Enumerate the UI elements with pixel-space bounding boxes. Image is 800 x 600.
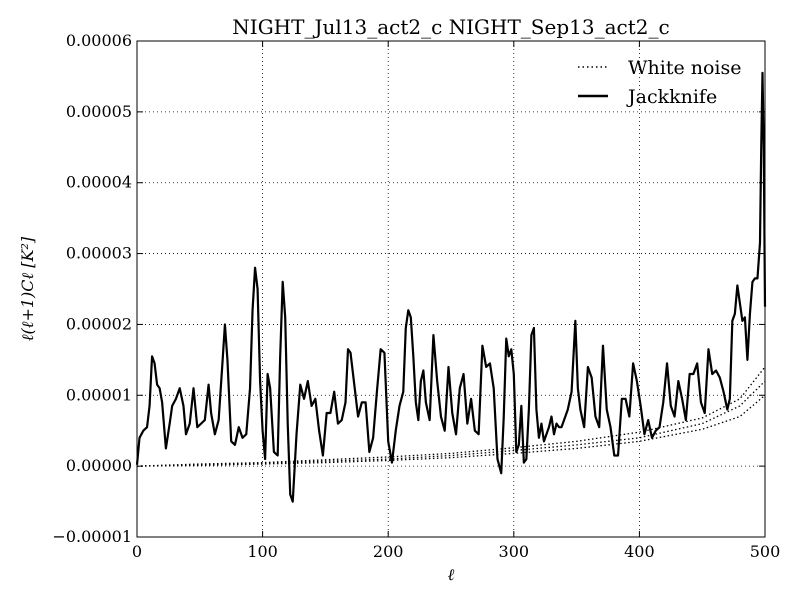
white-noise-line-2 bbox=[136, 366, 766, 467]
y-tick-label: 0.00004 bbox=[66, 173, 132, 192]
legend-white-noise-label: White noise bbox=[628, 57, 742, 79]
y-tick-marks: −0.00001 0.00000 0.00001 0.00002 0.00003 0.00… bbox=[52, 31, 765, 546]
y-tick-label: −0.00001 bbox=[52, 527, 132, 546]
x-tick-label: 200 bbox=[373, 542, 404, 561]
y-tick-label: 0.00000 bbox=[66, 456, 132, 475]
chart-title: NIGHT_Jul13_act2_c NIGHT_Sep13_act2_c bbox=[232, 15, 669, 39]
legend: White noise Jackknife bbox=[578, 57, 742, 108]
legend-jackknife-label: Jackknife bbox=[626, 86, 717, 108]
grid-lines bbox=[137, 41, 765, 537]
y-tick-label: 0.00001 bbox=[66, 385, 132, 404]
x-tick-label: 500 bbox=[750, 542, 781, 561]
x-tick-marks: 0 100 200 300 400 500 bbox=[132, 41, 780, 561]
y-tick-label: 0.00003 bbox=[66, 244, 132, 263]
y-tick-label: 0.00002 bbox=[66, 314, 132, 333]
x-tick-label: 400 bbox=[624, 542, 655, 561]
white-noise-lines bbox=[136, 366, 766, 467]
y-tick-label: 0.00006 bbox=[66, 31, 132, 50]
jackknife-line bbox=[135, 71, 767, 503]
x-tick-label: 300 bbox=[499, 542, 530, 561]
x-axis-label: ℓ bbox=[448, 565, 455, 584]
y-tick-label: 0.00005 bbox=[66, 102, 132, 121]
x-tick-label: 100 bbox=[247, 542, 278, 561]
jackknife-line-group bbox=[135, 71, 767, 503]
x-tick-label: 0 bbox=[132, 542, 142, 561]
plot-frame bbox=[136, 40, 766, 538]
y-axis-label: ℓ(ℓ+1)Cℓ [K²] bbox=[18, 236, 37, 341]
